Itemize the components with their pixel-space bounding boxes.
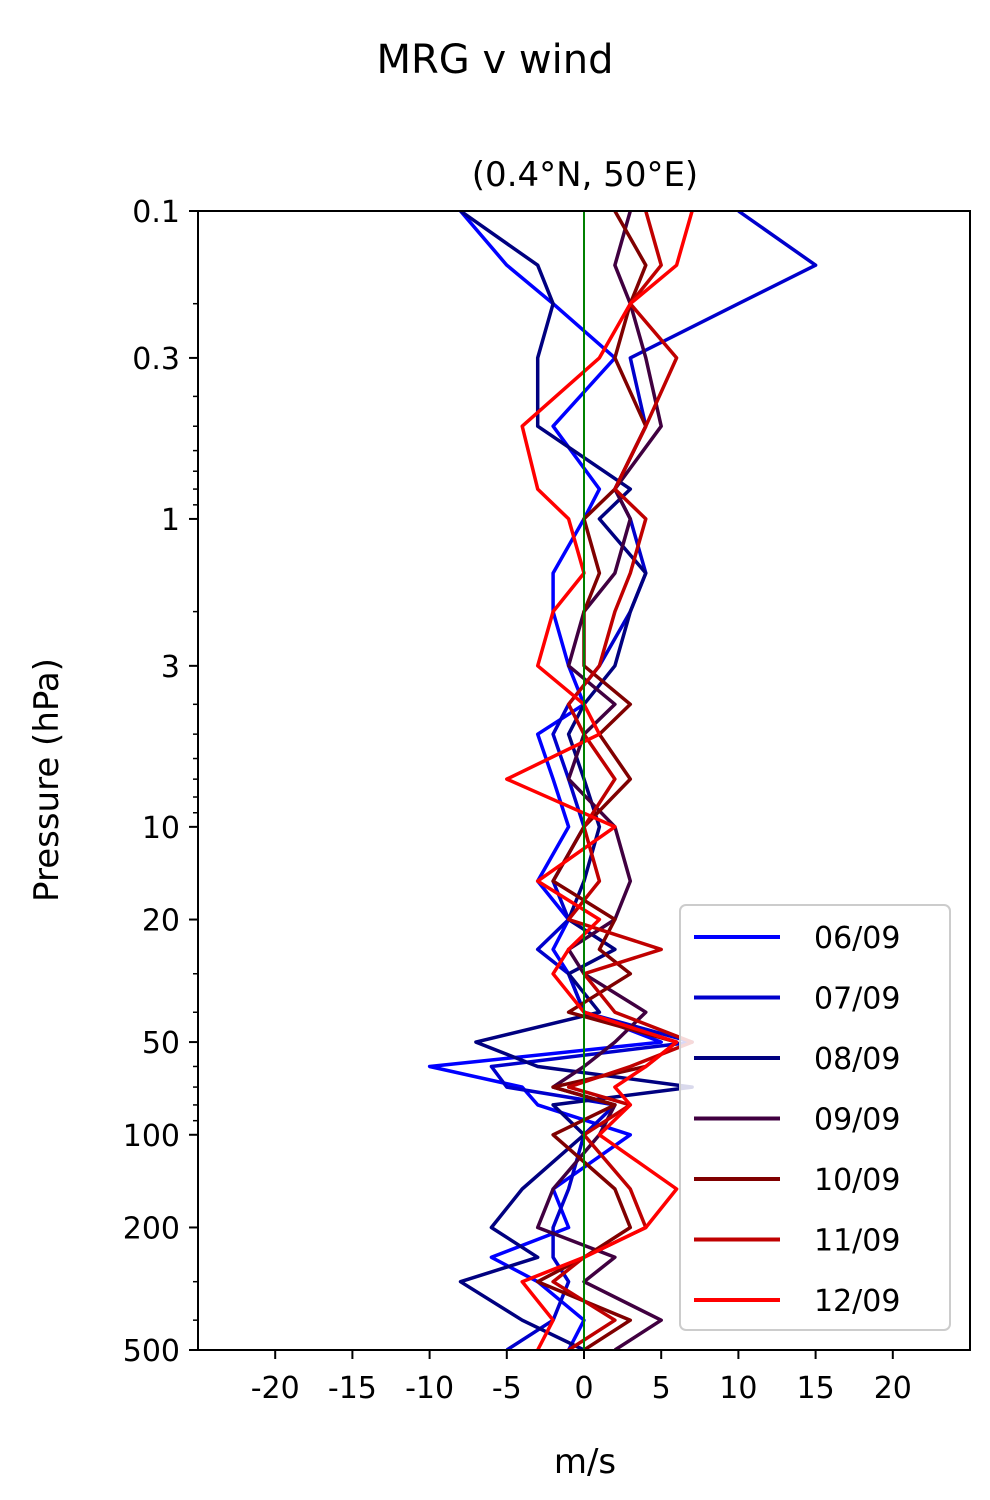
x-tick-label: -20 xyxy=(251,1371,300,1406)
x-tick-label: 15 xyxy=(797,1371,835,1406)
x-tick-label: 20 xyxy=(874,1371,912,1406)
y-axis-label: Pressure (hPa) xyxy=(27,658,67,902)
chart-title: (0.4°N, 50°E) xyxy=(472,155,698,195)
legend-item: 08/09 xyxy=(694,1042,900,1077)
figure-suptitle: MRG v wind xyxy=(377,37,614,83)
series-line-10-09 xyxy=(535,211,679,1350)
y-tick-label: 10 xyxy=(142,811,180,846)
y-tick-label: 50 xyxy=(142,1026,180,1061)
y-tick-label: 20 xyxy=(142,904,180,939)
x-axis-label: m/s xyxy=(554,1442,616,1482)
y-tick-label: 200 xyxy=(123,1211,180,1246)
plot-area xyxy=(427,211,818,1350)
legend-label: 11/09 xyxy=(814,1224,900,1259)
y-tick-label: 500 xyxy=(123,1334,180,1369)
legend-label: 09/09 xyxy=(814,1103,900,1138)
x-axis: -20 -15 -10 -5 0 5 10 15 20 xyxy=(251,1350,912,1406)
legend-label: 07/09 xyxy=(814,982,900,1017)
x-tick-label: 10 xyxy=(719,1371,757,1406)
legend-item: 07/09 xyxy=(694,982,900,1017)
y-tick-label: 3 xyxy=(161,650,180,685)
legend-label: 12/09 xyxy=(814,1284,900,1319)
legend-item: 11/09 xyxy=(694,1224,900,1259)
y-tick-label: 1 xyxy=(161,503,180,538)
legend: 06/09 07/09 08/09 09/09 10/09 11/09 12/09 xyxy=(679,904,951,1331)
legend-item: 10/09 xyxy=(694,1163,900,1198)
x-tick-label: -10 xyxy=(405,1371,454,1406)
series-line-12-09 xyxy=(505,211,694,1350)
y-axis: 0.1 0.3 1 3 10 20 50 100 200 500 xyxy=(123,195,198,1369)
series-line-08-09 xyxy=(458,211,694,1350)
x-tick-label: -15 xyxy=(328,1371,377,1406)
series-line-06-09 xyxy=(427,211,663,1350)
x-tick-label: -5 xyxy=(492,1371,522,1406)
y-tick-label: 0.3 xyxy=(132,342,180,377)
legend-box xyxy=(679,904,951,1331)
x-tick-label: 0 xyxy=(574,1371,593,1406)
legend-item: 12/09 xyxy=(694,1284,900,1319)
legend-label: 08/09 xyxy=(814,1042,900,1077)
y-tick-label: 100 xyxy=(123,1119,180,1154)
legend-item: 06/09 xyxy=(694,921,900,956)
legend-label: 10/09 xyxy=(814,1163,900,1198)
legend-item: 09/09 xyxy=(694,1103,900,1138)
series-line-09-09 xyxy=(535,211,663,1350)
y-tick-label: 0.1 xyxy=(132,195,180,230)
legend-label: 06/09 xyxy=(814,921,900,956)
x-tick-label: 5 xyxy=(652,1371,671,1406)
